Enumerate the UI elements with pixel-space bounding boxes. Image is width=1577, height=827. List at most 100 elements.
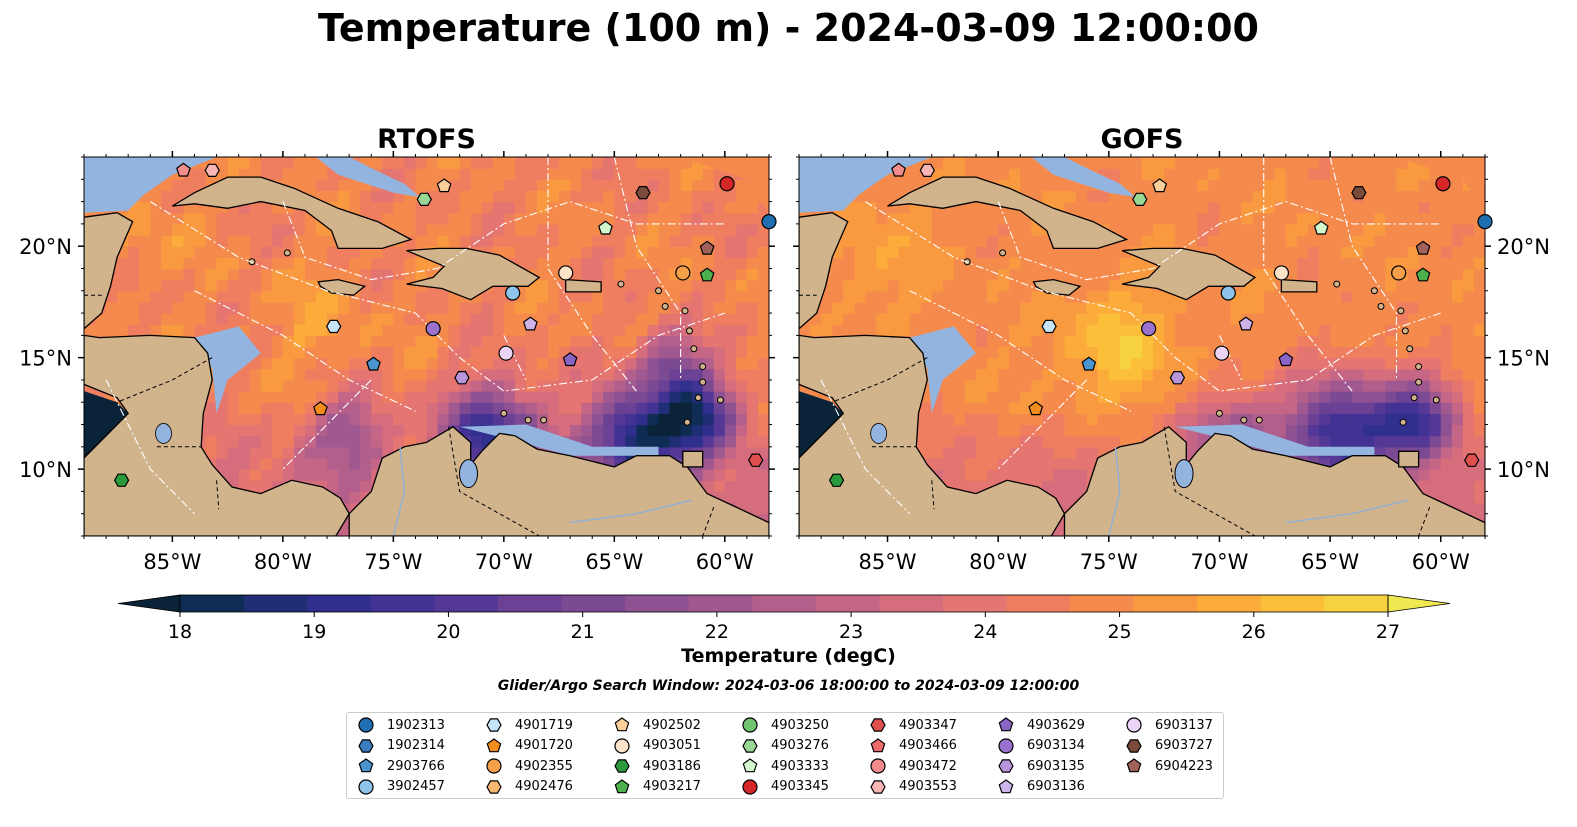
temperature-cell [942, 168, 955, 180]
temperature-cell [349, 424, 361, 437]
temperature-cell [282, 157, 295, 169]
temperature-cell [139, 268, 151, 281]
temperature-cell [1119, 357, 1132, 370]
temperature-cell [691, 424, 704, 437]
temperature-cell [1330, 201, 1342, 214]
temperature-cell [349, 201, 361, 214]
temperature-cell [724, 402, 737, 414]
temperature-cell [1285, 223, 1298, 236]
temperature-cell [1363, 268, 1375, 281]
temperature-cell [724, 491, 737, 504]
temperature-cell [1252, 279, 1265, 292]
island [655, 287, 663, 295]
platform-marker-6903136 [1238, 316, 1254, 331]
temperature-cell [1086, 301, 1099, 314]
temperature-cell [1064, 435, 1077, 448]
figure-title: Temperature (100 m) - 2024-03-09 12:00:0… [317, 6, 1259, 50]
temperature-cell [1440, 402, 1453, 414]
temperature-cell [1418, 379, 1431, 392]
temperature-cell [1064, 179, 1077, 192]
temperature-cell [702, 446, 715, 459]
temperature-cell [647, 268, 660, 281]
temperature-cell [514, 313, 527, 325]
panel-frame [798, 156, 1486, 537]
temperature-cell [1263, 290, 1276, 303]
temperature-cell [1407, 301, 1420, 314]
temperature-cell [865, 201, 878, 214]
temperature-cell [658, 368, 671, 381]
temperature-cell [931, 168, 944, 180]
temperature-cell [382, 268, 394, 281]
temperature-cell [183, 301, 196, 314]
temperature-cell [1319, 346, 1331, 359]
temperature-cell [227, 235, 240, 247]
temperature-cell [1418, 168, 1431, 180]
temperature-cell [680, 391, 693, 403]
temperature-cell [503, 179, 516, 192]
temperature-cell [724, 435, 737, 448]
temperature-cell [536, 201, 549, 214]
temperature-cell [854, 279, 866, 292]
temperature-cell [1175, 168, 1187, 180]
legend-label: 4901719 [515, 717, 573, 733]
temperature-cell [238, 246, 251, 258]
atlantic-ocean [680, 157, 769, 213]
temperature-cell [735, 346, 748, 359]
temperature-cell [1219, 379, 1232, 392]
atlantic-ocean [1396, 157, 1485, 213]
temperature-cell [393, 257, 405, 270]
temperature-cell [1186, 168, 1198, 180]
temperature-cell [614, 301, 626, 314]
temperature-cell [1374, 324, 1387, 336]
temperature-cell [393, 201, 405, 214]
temperature-cell [1119, 313, 1132, 325]
temperature-cell [481, 313, 494, 325]
temperature-cell [1230, 313, 1243, 325]
temperature-cell [1462, 413, 1475, 426]
temperature-cell [592, 368, 604, 381]
temperature-cell [1451, 469, 1464, 481]
temperature-cell [1263, 223, 1276, 236]
temperature-cell [1396, 223, 1409, 236]
temperature-cell [1285, 379, 1298, 392]
temperature-cell [658, 446, 671, 459]
temperature-cell [1418, 301, 1431, 314]
temperature-cell [1363, 424, 1375, 437]
temperature-cell [680, 201, 693, 214]
temperature-cell [1296, 157, 1309, 169]
temperature-cell [1451, 457, 1464, 470]
temperature-cell [371, 424, 383, 437]
temperature-cell [117, 246, 129, 258]
temperature-cell [1142, 357, 1154, 370]
temperature-cell [592, 324, 604, 336]
temperature-cell [898, 179, 911, 192]
temperature-cell [1418, 324, 1431, 336]
temperature-cell [702, 379, 715, 392]
temperature-cell [1407, 413, 1420, 426]
temperature-cell [614, 246, 626, 258]
temperature-cell [371, 402, 383, 414]
temperature-cell [282, 346, 295, 359]
temperature-cell [238, 379, 251, 392]
temperature-cell [1352, 179, 1364, 192]
temperature-cell [1263, 402, 1276, 414]
eez-boundary [194, 290, 416, 412]
temperature-cell [1119, 379, 1132, 392]
temperature-cell [304, 357, 317, 370]
temperature-cell [713, 413, 726, 426]
temperature-cell [293, 457, 306, 470]
temperature-cell [976, 246, 988, 258]
temperature-cell [1108, 190, 1121, 203]
temperature-cell [371, 435, 383, 448]
temperature-cell [382, 335, 394, 348]
temperature-cell [570, 212, 582, 225]
temperature-cell [1219, 413, 1232, 426]
temperature-cell [1274, 301, 1287, 314]
temperature-cell [1407, 279, 1420, 292]
legend-item: 3902457 [357, 777, 445, 797]
temperature-cell [1230, 301, 1243, 314]
temperature-cell [757, 301, 769, 314]
legend-label: 4903553 [899, 779, 957, 794]
temperature-cell [492, 223, 505, 236]
temperature-cell [757, 469, 769, 481]
